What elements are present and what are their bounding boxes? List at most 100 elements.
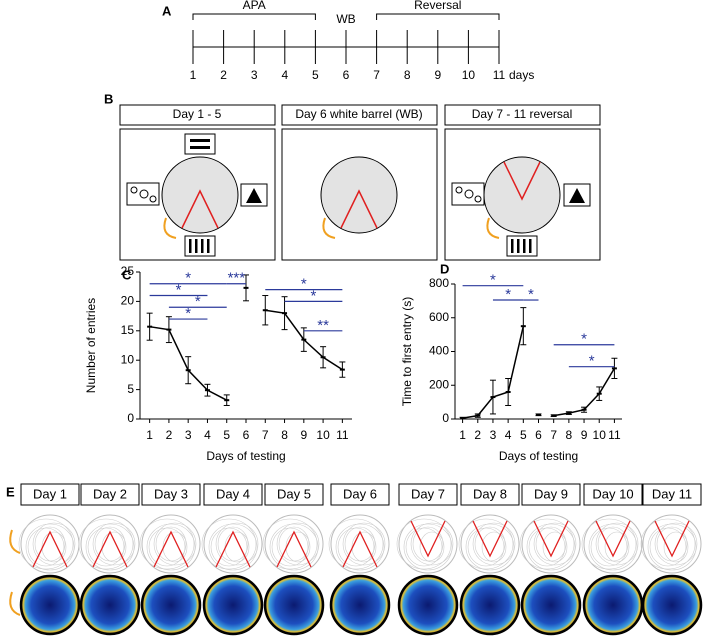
x-tick-label: 3 xyxy=(185,428,192,442)
x-tick-label: 4 xyxy=(505,428,512,442)
trajectory xyxy=(342,522,386,566)
trajectory xyxy=(271,527,309,567)
arena xyxy=(483,156,561,234)
day-label: 7 xyxy=(373,68,380,82)
trajectory xyxy=(519,518,575,570)
trajectory xyxy=(328,518,384,570)
trajectory xyxy=(581,518,637,570)
significance-label: * xyxy=(505,286,511,303)
significance-label: * xyxy=(195,293,201,310)
title-box xyxy=(119,104,276,126)
trajectory xyxy=(146,523,196,571)
trajectory-arena xyxy=(583,514,643,574)
trajectory-arena xyxy=(203,514,263,574)
unit-label: days xyxy=(509,68,534,82)
y-tick-label: 15 xyxy=(121,323,135,337)
day-label: Day 6 xyxy=(343,486,377,501)
heatmap xyxy=(641,574,703,636)
significance-label: * xyxy=(490,272,496,289)
y-tick-label: 10 xyxy=(121,352,135,366)
day-box xyxy=(330,483,390,506)
trajectory xyxy=(419,531,445,563)
day-label: 6 xyxy=(343,68,350,82)
x-tick-label: 8 xyxy=(281,428,288,442)
day-label: 9 xyxy=(434,68,441,82)
bracket xyxy=(376,13,500,20)
day-box xyxy=(80,483,140,506)
trajectory xyxy=(654,522,698,566)
trajectory-arena xyxy=(141,514,201,574)
shock-zone xyxy=(153,530,189,568)
shock-zone xyxy=(340,189,378,229)
day-label: Day 7 xyxy=(411,486,445,501)
trajectory xyxy=(92,522,136,566)
shock-zone xyxy=(32,530,68,568)
panel-label: D xyxy=(440,261,449,276)
heatmap xyxy=(397,574,459,636)
x-tick-label: 11 xyxy=(608,428,621,442)
trajectory xyxy=(467,527,505,567)
heatmap xyxy=(263,574,325,636)
trajectory xyxy=(396,518,452,570)
x-tick-label: 4 xyxy=(204,428,211,442)
day-box xyxy=(460,483,520,506)
trajectory xyxy=(148,527,186,567)
day-label: 11 xyxy=(493,68,506,82)
day-label: 10 xyxy=(462,68,476,82)
x-axis-title: Days of testing xyxy=(499,449,578,463)
x-tick-label: 6 xyxy=(243,428,250,442)
trajectory xyxy=(153,522,197,566)
day-label: Day 8 xyxy=(473,486,507,501)
trajectory xyxy=(472,522,516,566)
data-line xyxy=(265,309,343,371)
trajectory xyxy=(663,531,689,563)
y-tick-label: 0 xyxy=(127,411,134,425)
significance-label: * xyxy=(185,270,191,287)
trajectory-arena xyxy=(80,514,140,574)
arena-title: Day 1 - 5 xyxy=(173,107,222,121)
shock-zone xyxy=(92,530,128,568)
x-tick-label: 2 xyxy=(474,428,481,442)
significance-label: *** xyxy=(228,270,246,287)
arena-box xyxy=(281,128,438,261)
day-label: Day 4 xyxy=(216,486,250,501)
day-label: Day 9 xyxy=(534,486,568,501)
day-label: Day 5 xyxy=(277,486,311,501)
arena xyxy=(161,156,239,234)
heatmap xyxy=(459,574,521,636)
trajectory xyxy=(87,527,125,567)
data-line xyxy=(553,367,616,417)
trajectory xyxy=(405,527,443,567)
y-tick-label: 25 xyxy=(121,264,135,278)
heatmap xyxy=(202,574,264,636)
title-box xyxy=(444,104,601,126)
trajectory xyxy=(276,522,320,566)
significance-label: * xyxy=(301,276,307,293)
y-axis-title: Number of entries xyxy=(84,298,98,393)
trajectory xyxy=(588,523,638,571)
shock-zone xyxy=(215,530,251,568)
cue xyxy=(189,239,210,253)
day-label: 4 xyxy=(281,68,288,82)
trajectory xyxy=(649,527,687,567)
trajectory xyxy=(335,523,385,571)
shock-zone xyxy=(276,530,312,568)
trajectory xyxy=(533,522,577,566)
shock-zone xyxy=(472,520,508,558)
cue xyxy=(569,188,585,203)
day-box xyxy=(642,483,702,506)
trajectory xyxy=(403,523,453,571)
trajectory xyxy=(542,531,568,563)
panel-label: E xyxy=(6,484,15,499)
day-box xyxy=(398,483,458,506)
arena-box xyxy=(119,128,276,261)
trajectory xyxy=(465,523,515,571)
x-tick-label: 2 xyxy=(166,428,173,442)
rotation-arrow xyxy=(9,529,21,554)
shock-zone xyxy=(654,520,690,558)
x-tick-label: 9 xyxy=(581,428,588,442)
x-tick-label: 1 xyxy=(146,428,153,442)
x-tick-label: 6 xyxy=(535,428,542,442)
shock-zone xyxy=(503,161,541,201)
